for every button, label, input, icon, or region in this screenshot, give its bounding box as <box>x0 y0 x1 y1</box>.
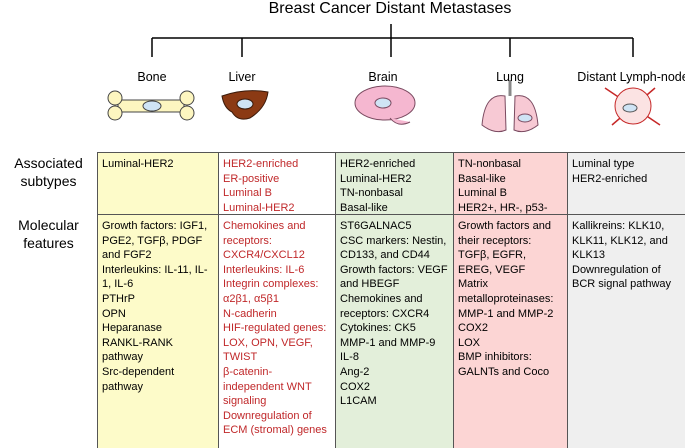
cell-item: IL-8 <box>340 351 359 364</box>
cell-item: Growth factors: VEGF and HBEGF <box>340 263 448 291</box>
cell-item: β-catenin-independent WNT signaling <box>223 365 312 408</box>
cell-item: Downregulation of ECM (stromal) genes <box>223 409 327 437</box>
table-cell: ST6GALNAC5 CSC markers: Nestin, CD133, an… <box>335 214 454 448</box>
cell-item: Src-dependent pathway <box>102 365 175 393</box>
cell-item: Growth factors and their receptors: TGFβ… <box>458 220 551 276</box>
cell-item: RANKL-RANK pathway <box>102 336 173 364</box>
table-cell: Kallikreins: KLK10, KLK11, KLK12, and KL… <box>567 214 685 448</box>
cell-item: Chemokines and receptors: CXCR4/CXCL12 <box>223 220 306 262</box>
lung-icon <box>481 80 539 133</box>
cell-item: HER2-enriched <box>572 172 648 185</box>
cell-item: N-cadherin <box>223 307 277 320</box>
cell-item: LOX <box>458 336 481 349</box>
table-cell: TN-nonbasal Basal-like Luminal B HER2+, HR-… <box>453 152 568 215</box>
cell-item: COX2 <box>340 380 370 393</box>
cell-item: Kallikreins: KLK10, KLK11, KLK12, and KL… <box>572 220 668 262</box>
cell-item: Basal-like <box>340 201 388 214</box>
organ-label: Distant Lymph-node <box>577 70 685 84</box>
cell-item: HER2-enriched <box>340 158 416 170</box>
cell-item: Matrix metalloproteinases: MMP-1 and MMP… <box>458 278 554 320</box>
cell-item: CSC markers: Nestin, CD133, and CD44 <box>340 234 447 262</box>
cell-item: ST6GALNAC5 <box>340 220 412 232</box>
cell-item: Interleukins: IL-6 <box>223 263 305 276</box>
cell-item: Chemokines and receptors: CXCR4 <box>340 292 430 320</box>
cell-item: PTHrP <box>102 292 135 305</box>
cell-item: COX2 <box>458 322 488 335</box>
organ-label: Liver <box>228 70 256 84</box>
cell-item: Luminal-HER2 <box>102 158 174 170</box>
cell-item: Luminal-HER2 <box>340 172 412 185</box>
table-cell: Luminal type HER2-enriched <box>567 152 685 215</box>
cell-item: Interleukins: IL-11, IL-1, IL-6 <box>102 263 208 291</box>
cell-item: Luminal-HER2 <box>223 201 295 214</box>
cell-item: Downregulation of BCR signal pathway <box>572 263 672 291</box>
cell-item: HER2-enriched <box>223 158 299 170</box>
cell-item: Growth factors: IGF1, PGE2, TGFβ, PDGF a… <box>102 220 208 262</box>
brain-icon <box>354 85 416 125</box>
cell-item: Luminal type <box>572 158 635 170</box>
title: Breast Cancer Distant Metastases <box>268 0 512 17</box>
table-cell: HER2-enriched ER-positive Luminal B Luminal… <box>218 152 336 215</box>
organ-label: Lung <box>496 70 524 84</box>
liver-icon <box>221 90 269 120</box>
cell-item: L1CAM <box>340 395 377 408</box>
organ-label: Bone <box>137 70 167 84</box>
cell-item: HIF-regulated genes: LOX, OPN, VEGF, TWI… <box>223 322 327 364</box>
cell-item: Luminal B <box>223 187 272 200</box>
organ-label: Brain <box>368 70 398 84</box>
cell-item: Integrin complexes: α2β1, α5β1 <box>223 278 319 305</box>
row-header: Molecular features <box>18 217 79 251</box>
cell-item: Ang-2 <box>340 365 370 378</box>
cell-item: Luminal B <box>458 187 507 200</box>
cell-item: Heparanase <box>102 322 162 335</box>
table-cell: Chemokines and receptors: CXCR4/CXCL12 In… <box>218 214 336 448</box>
cell-item: OPN <box>102 307 126 320</box>
cell-item: BMP inhibitors: GALNTs and Coco <box>458 351 550 378</box>
cell-item: Basal-like <box>458 172 506 185</box>
cell-item: Cytokines: CK5 <box>340 322 416 335</box>
cell-item: MMP-1 and MMP-9 <box>340 336 436 349</box>
cell-item: HER2+, HR-, p53- <box>458 201 548 214</box>
bone-icon <box>107 90 195 121</box>
cell-item: TN-nonbasal <box>340 187 403 200</box>
cell-item: ER-positive <box>223 172 280 185</box>
tree-lines <box>151 24 634 57</box>
table-cell: Growth factors and their receptors: TGFβ… <box>453 214 568 448</box>
cell-item: TN-nonbasal <box>458 158 521 170</box>
table-cell: Luminal-HER2 <box>97 152 219 215</box>
lymph-node-icon <box>604 87 661 126</box>
table-cell: HER2-enriched Luminal-HER2 TN-nonbasal Basa… <box>335 152 454 215</box>
table-cell: Growth factors: IGF1, PGE2, TGFβ, PDGF a… <box>97 214 219 448</box>
row-header: Associated subtypes <box>14 155 83 189</box>
